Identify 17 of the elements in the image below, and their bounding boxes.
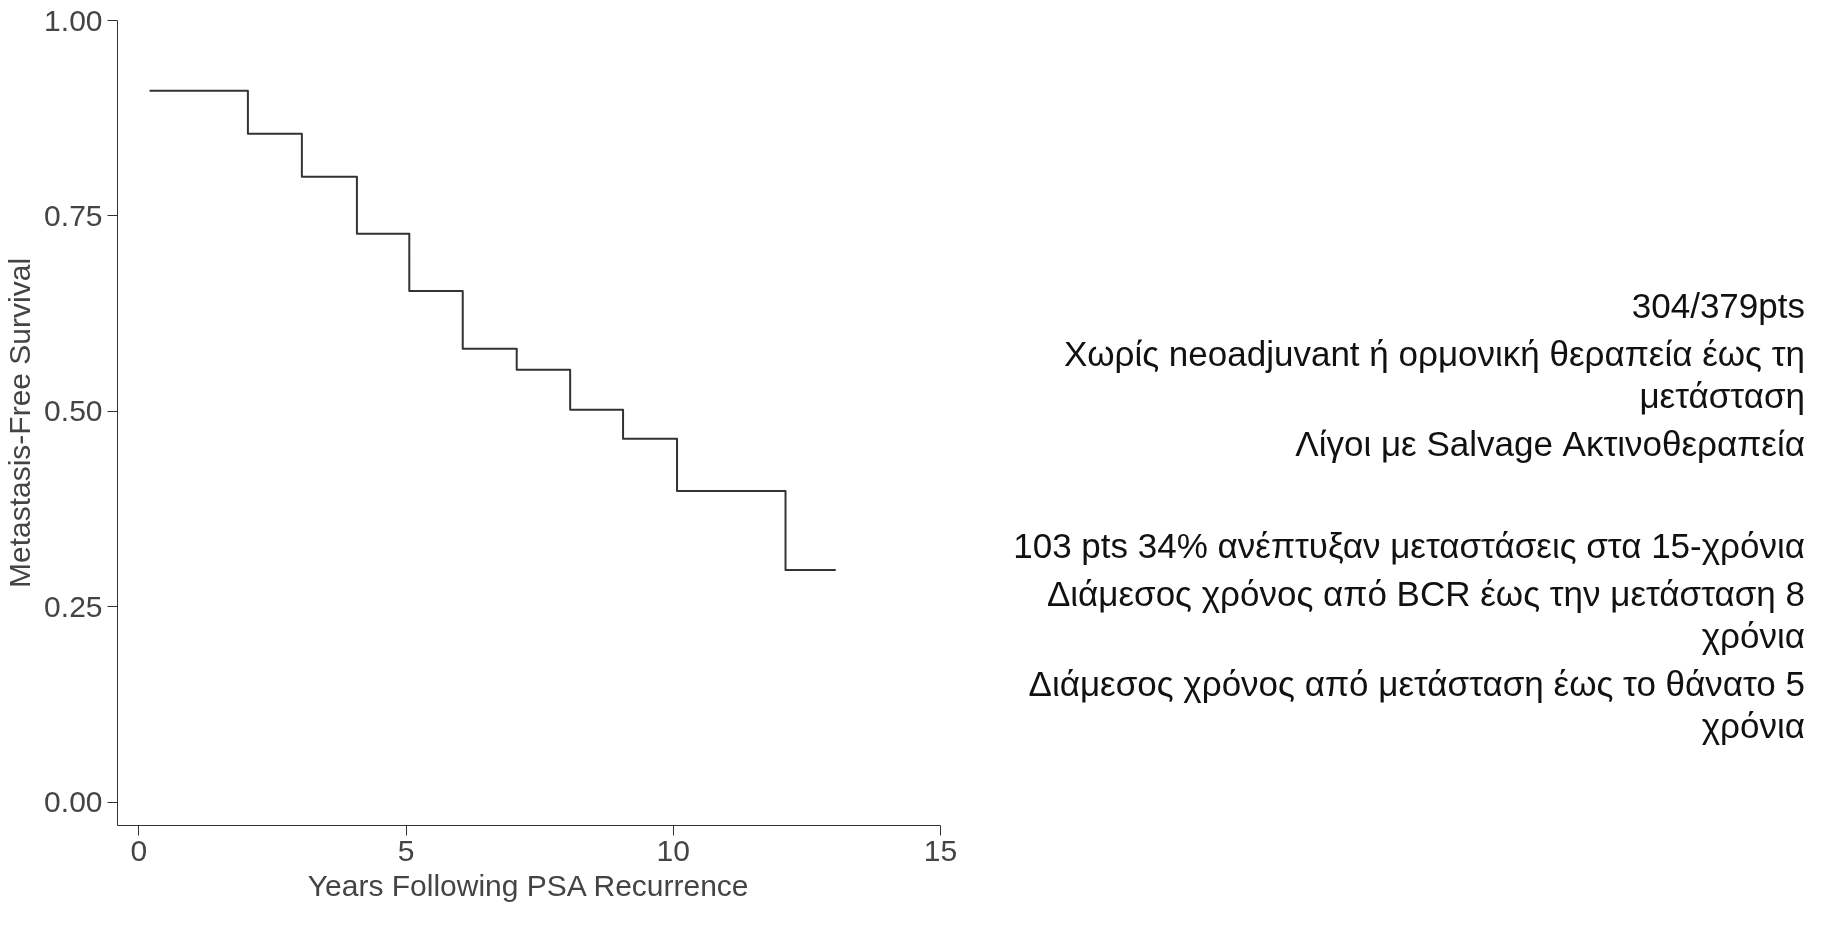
y-tick-label: 0.25 bbox=[44, 589, 103, 623]
x-tick-label: 5 bbox=[397, 833, 415, 867]
text: 103 pts 34% ανέπτυξαν μεταστάσεις στα 15-χρόνια bbox=[1012, 525, 1805, 567]
text: 304/379pts bbox=[1630, 285, 1805, 327]
x-tick-label: 15 bbox=[923, 833, 958, 867]
text: Διάμεσος χρόνος από μετάσταση έως το θάνατο 5 χρόνια bbox=[1027, 663, 1805, 747]
text: Διάμεσος χρόνος από BCR έως την μετάσταση 8 χρόνια bbox=[1045, 573, 1805, 657]
x-tick-label: 10 bbox=[656, 833, 690, 867]
y-tick-label: 0.50 bbox=[44, 394, 103, 428]
x-tick-label: 0 bbox=[130, 833, 148, 867]
y-tick-label: 0.75 bbox=[44, 198, 103, 232]
y-axis-title: Metastasis-Free Survival bbox=[3, 257, 37, 589]
y-tick-label: 0.00 bbox=[44, 785, 103, 819]
text: Χωρίς neoadjuvant ή ορμονική θεραπεία έως τη μετάσταση bbox=[1062, 333, 1805, 417]
text: Λίγοι με Salvage Ακτινοθεραπεία bbox=[1294, 423, 1805, 465]
y-tick-label: 1.00 bbox=[44, 3, 103, 37]
x-axis-title: Years Following PSA Recurrence bbox=[307, 868, 749, 902]
